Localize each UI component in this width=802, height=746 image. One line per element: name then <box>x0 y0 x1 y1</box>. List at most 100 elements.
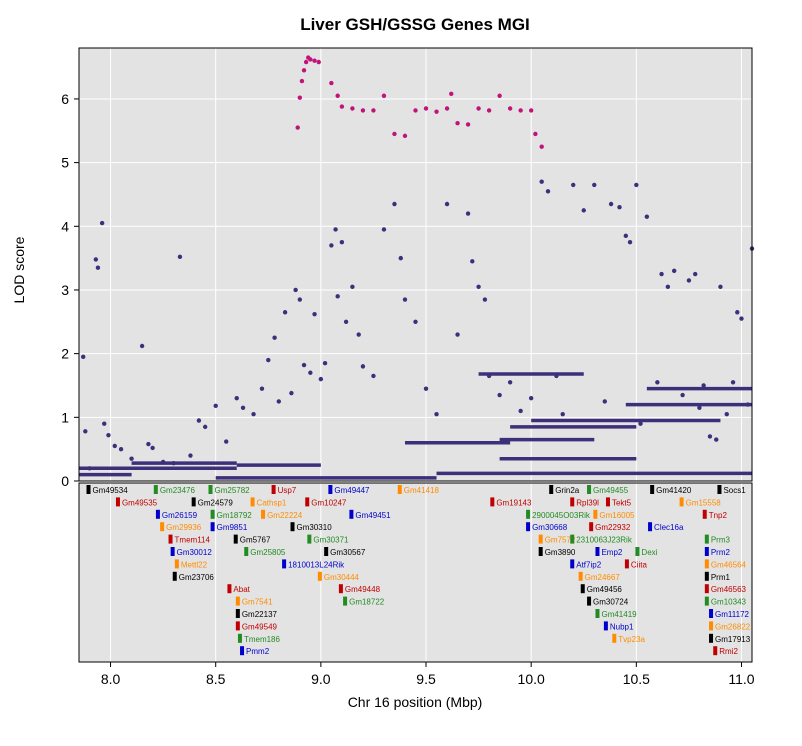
gene-mark <box>160 522 165 532</box>
lod-point <box>150 445 155 451</box>
gene-label: Gm19143 <box>496 498 532 507</box>
gene-label: Gm46564 <box>711 560 747 569</box>
lod-point <box>333 227 338 232</box>
peak-point <box>423 106 429 111</box>
gene-label: Grin2a <box>555 486 580 495</box>
gene-mark <box>648 522 653 532</box>
lod-point <box>87 466 92 471</box>
lod-point <box>118 446 124 452</box>
lod-point <box>224 439 229 444</box>
peak-point <box>476 106 481 111</box>
peak-point <box>533 131 538 137</box>
gene-mark <box>704 547 709 556</box>
peak-point <box>413 108 418 113</box>
lod-point <box>554 373 559 379</box>
lod-point <box>665 284 671 289</box>
lod-point <box>745 402 750 407</box>
peak-point <box>312 58 317 63</box>
lod-point <box>507 380 513 385</box>
gene-mark <box>603 621 608 631</box>
lod-point <box>202 424 208 430</box>
x-tick-label: 11.0 <box>728 671 754 687</box>
gene-mark <box>305 497 310 507</box>
peak-point <box>297 95 303 100</box>
gene-mark <box>595 609 600 618</box>
gene-label: Rmi2 <box>719 647 738 656</box>
peak-point <box>316 59 321 65</box>
gene-label: Gm22932 <box>595 523 631 532</box>
y-axis-label: LOD score <box>11 236 27 303</box>
gene-mark <box>709 609 714 618</box>
gene-label: Gm49447 <box>334 486 370 495</box>
gene-mark <box>168 534 173 544</box>
gene-mark <box>570 534 575 544</box>
lod-point <box>129 456 134 461</box>
peak-point <box>402 133 408 139</box>
lod-point <box>171 460 176 466</box>
gene-mark <box>704 534 709 544</box>
y-tick-label: 5 <box>61 155 69 171</box>
peak-point <box>301 68 307 73</box>
lod-point <box>686 278 692 283</box>
lod-point <box>83 429 88 434</box>
gene-label: Prm1 <box>711 573 731 582</box>
lod-point <box>301 362 307 368</box>
lod-point <box>371 373 376 379</box>
gene-panel <box>79 483 752 662</box>
gene-mark <box>549 485 554 494</box>
peak-point <box>295 125 300 130</box>
lod-point <box>539 179 544 184</box>
gene-mark <box>709 633 714 643</box>
lod-point <box>638 421 643 426</box>
lod-point <box>329 243 334 248</box>
gene-mark <box>86 485 91 494</box>
lod-point <box>102 421 107 426</box>
lod-point <box>697 405 702 410</box>
gene-label: Gm18722 <box>349 598 385 607</box>
lod-point <box>240 405 246 410</box>
lod-point <box>434 411 439 417</box>
gene-label: Rpl39l <box>576 498 599 507</box>
gene-label: Gm49451 <box>355 511 391 520</box>
lod-point <box>476 284 481 289</box>
gene-mark <box>587 485 592 494</box>
lod-point <box>106 432 111 438</box>
gene-label: Nubp1 <box>610 622 634 631</box>
gene-label: Gm25805 <box>250 548 286 557</box>
gene-label: Gm49448 <box>345 585 381 594</box>
lod-point <box>592 182 597 188</box>
gene-label: Gm49534 <box>93 486 129 495</box>
gene-mark <box>704 596 709 606</box>
gene-label: Gm26159 <box>162 511 198 520</box>
gene-label: Gm49549 <box>242 622 278 631</box>
gene-mark <box>191 497 196 507</box>
gene-mark <box>593 509 598 519</box>
lod-point <box>356 332 361 337</box>
gene-label: Gm25782 <box>214 486 250 495</box>
x-tick-label: 10.0 <box>518 671 545 687</box>
lod-point <box>455 332 460 337</box>
gene-label: Gm41420 <box>656 486 692 495</box>
gene-mark <box>704 571 709 581</box>
gene-mark <box>324 547 329 556</box>
plot-frame <box>78 47 753 482</box>
gene-mark <box>704 559 709 569</box>
gene-mark <box>155 509 160 519</box>
peak-point <box>371 108 376 113</box>
plot-panel <box>79 48 752 481</box>
lod-point <box>177 254 183 260</box>
plot-area <box>79 48 755 482</box>
lod-point <box>724 411 729 417</box>
peak-point <box>444 106 450 111</box>
lod-point <box>251 411 256 417</box>
gene-label: Pmm2 <box>246 647 270 656</box>
lod-point <box>497 392 502 398</box>
gene-label: Prm3 <box>711 536 731 545</box>
x-tick-label: 8.0 <box>101 671 121 687</box>
lod-point <box>289 390 294 396</box>
gene-label: Prm2 <box>711 548 731 557</box>
lod-point <box>196 418 202 423</box>
lod-point <box>93 257 99 262</box>
gene-label: Clec16a <box>654 523 684 532</box>
peak-point <box>449 91 454 97</box>
